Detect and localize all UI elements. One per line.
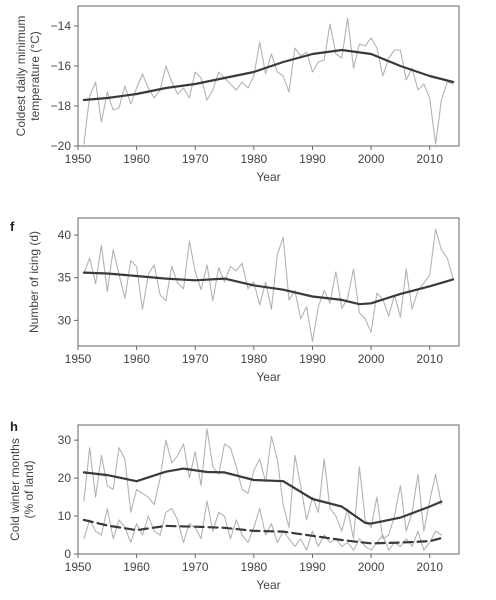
x-axis-label: Year	[256, 578, 280, 592]
y-tick-label: −16	[51, 59, 72, 73]
chart-panel-1: 1950 1960 1970 1980 1990 2000 2010 −20 −18 −16 −14…	[14, 5, 460, 184]
x-tick-label: 1980	[240, 152, 267, 166]
y-axis-label: Number of icing (d)	[27, 231, 41, 333]
y-axis-label: Cold winter months(% of land)	[8, 438, 36, 541]
y-axis-label-line: Cold winter months	[8, 438, 22, 541]
y-tick-label: 35	[58, 271, 72, 285]
series-line-smooth	[82, 271, 455, 306]
series-line-dashed	[82, 518, 443, 545]
y-tick-label: 30	[58, 433, 72, 447]
series-line-raw	[83, 428, 442, 540]
x-tick-label: 2000	[358, 352, 385, 366]
series-line-raw	[83, 500, 442, 551]
x-tick-label: 1950	[65, 152, 92, 166]
y-axis-label-line: Number of icing (d)	[27, 231, 41, 333]
y-axis-label-line: Coldest daily minimum	[14, 16, 28, 137]
y-axis-label-line: (% of land)	[22, 460, 36, 518]
panel-letter: h	[10, 419, 18, 434]
chart-panel-3: 1950 1960 1970 1980 1990 2000 2010 0 10 20 30 Year C…	[8, 419, 460, 592]
x-tick-label: 1950	[65, 352, 92, 366]
series-line-smooth	[82, 48, 455, 102]
x-tick-label: 1980	[240, 352, 267, 366]
x-tick-label: 1990	[299, 352, 326, 366]
series-line-raw	[83, 228, 454, 343]
x-tick-label: 1970	[182, 152, 209, 166]
x-tick-label: 1970	[182, 352, 209, 366]
x-axis-label: Year	[256, 370, 280, 384]
x-tick-label: 1970	[182, 560, 209, 574]
plot-frame	[77, 5, 460, 147]
y-axis-label: Coldest daily minimumtemperature (°C)	[14, 16, 42, 137]
x-axis-label: Year	[256, 170, 280, 184]
x-tick-label: 1960	[123, 352, 150, 366]
chart-panel-2: 1950 1960 1970 1980 1990 2000 2010 30 35 40 Year Nu…	[10, 217, 460, 384]
y-tick-label: −18	[51, 99, 72, 113]
x-tick-label: 1950	[65, 560, 92, 574]
y-axis-label-line: temperature (°C)	[28, 31, 42, 121]
panel-letter: f	[10, 219, 15, 234]
y-tick-label: 30	[58, 313, 72, 327]
series-line-raw	[83, 17, 454, 145]
x-tick-label: 2000	[358, 152, 385, 166]
y-tick-label: 40	[58, 228, 72, 242]
y-tick-label: 0	[64, 547, 71, 561]
plot-frame	[77, 424, 460, 555]
x-tick-label: 1980	[240, 560, 267, 574]
x-tick-label: 2010	[416, 352, 443, 366]
y-tick-label: 20	[58, 471, 72, 485]
plot-frame	[77, 217, 460, 347]
x-tick-label: 1960	[123, 152, 150, 166]
x-tick-label: 1990	[299, 560, 326, 574]
x-tick-label: 1960	[123, 560, 150, 574]
series-line-smooth	[82, 467, 443, 525]
y-tick-label: −14	[51, 19, 72, 33]
x-tick-label: 2010	[416, 152, 443, 166]
x-tick-label: 2000	[358, 560, 385, 574]
x-tick-label: 1990	[299, 152, 326, 166]
y-tick-label: −20	[51, 139, 72, 153]
y-tick-label: 10	[58, 509, 72, 523]
x-tick-label: 2010	[416, 560, 443, 574]
